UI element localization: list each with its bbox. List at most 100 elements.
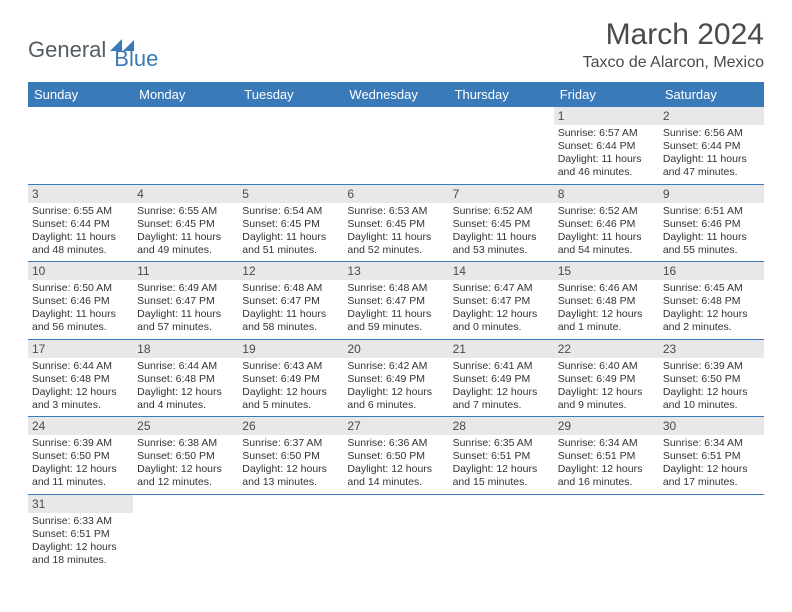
title-block: March 2024 Taxco de Alarcon, Mexico <box>583 18 764 72</box>
sunset-text: Sunset: 6:51 PM <box>453 450 550 463</box>
daylight-text: Daylight: 12 hours and 15 minutes. <box>453 463 550 489</box>
calendar-cell <box>343 107 448 184</box>
sunrise-text: Sunrise: 6:44 AM <box>137 360 234 373</box>
calendar-cell: 16 Sunrise: 6:45 AMSunset: 6:48 PMDayligh… <box>659 262 764 340</box>
day-info: Sunrise: 6:51 AMSunset: 6:46 PMDaylight:… <box>663 205 760 258</box>
calendar-cell <box>449 494 554 571</box>
daylight-text: Daylight: 12 hours and 3 minutes. <box>32 386 129 412</box>
day-info: Sunrise: 6:34 AMSunset: 6:51 PMDaylight:… <box>663 437 760 490</box>
calendar-cell: 5Sunrise: 6:54 AMSunset: 6:45 PMDaylight… <box>238 184 343 262</box>
sunset-text: Sunset: 6:51 PM <box>32 528 129 541</box>
calendar-cell: 2Sunrise: 6:56 AMSunset: 6:44 PMDaylight… <box>659 107 764 184</box>
calendar-cell: 22 Sunrise: 6:40 AMSunset: 6:49 PMDayligh… <box>554 339 659 417</box>
day-cell: 8Sunrise: 6:52 AMSunset: 6:46 PMDaylight… <box>554 185 659 262</box>
day-number: 29 <box>554 417 659 435</box>
day-number: 12 <box>238 262 343 280</box>
day-cell: 12Sunrise: 6:48 AMSunset: 6:47 PMDayligh… <box>238 262 343 339</box>
calendar-cell: 21Sunrise: 6:41 AMSunset: 6:49 PMDayligh… <box>449 339 554 417</box>
daylight-text: Daylight: 12 hours and 6 minutes. <box>347 386 444 412</box>
day-info: Sunrise: 6:43 AMSunset: 6:49 PMDaylight:… <box>242 360 339 413</box>
day-cell: 5Sunrise: 6:54 AMSunset: 6:45 PMDaylight… <box>238 185 343 262</box>
calendar-row: 31Sunrise: 6:33 AMSunset: 6:51 PMDayligh… <box>28 494 764 571</box>
sunset-text: Sunset: 6:44 PM <box>32 218 129 231</box>
daylight-text: Daylight: 12 hours and 1 minute. <box>558 308 655 334</box>
daylight-text: Daylight: 11 hours and 49 minutes. <box>137 231 234 257</box>
sunset-text: Sunset: 6:50 PM <box>242 450 339 463</box>
sunset-text: Sunset: 6:46 PM <box>663 218 760 231</box>
empty-cell <box>133 495 238 567</box>
sunrise-text: Sunrise: 6:39 AM <box>663 360 760 373</box>
sunset-text: Sunset: 6:49 PM <box>558 373 655 386</box>
weekday-header-row: Sunday Monday Tuesday Wednesday Thursday… <box>28 82 764 107</box>
daylight-text: Daylight: 12 hours and 0 minutes. <box>453 308 550 334</box>
day-number: 17 <box>28 340 133 358</box>
sunset-text: Sunset: 6:47 PM <box>137 295 234 308</box>
day-number: 13 <box>343 262 448 280</box>
day-number: 21 <box>449 340 554 358</box>
calendar-cell: 29Sunrise: 6:34 AMSunset: 6:51 PMDayligh… <box>554 417 659 495</box>
empty-cell <box>28 107 133 179</box>
calendar-row: 24 Sunrise: 6:39 AMSunset: 6:50 PMDayligh… <box>28 417 764 495</box>
calendar-row: 1Sunrise: 6:57 AMSunset: 6:44 PMDaylight… <box>28 107 764 184</box>
sunset-text: Sunset: 6:49 PM <box>347 373 444 386</box>
calendar-cell: 18Sunrise: 6:44 AMSunset: 6:48 PMDayligh… <box>133 339 238 417</box>
sunrise-text: Sunrise: 6:56 AM <box>663 127 760 140</box>
calendar-cell: 31Sunrise: 6:33 AMSunset: 6:51 PMDayligh… <box>28 494 133 571</box>
calendar-cell <box>28 107 133 184</box>
sunrise-text: Sunrise: 6:52 AM <box>558 205 655 218</box>
day-info: Sunrise: 6:46 AMSunset: 6:48 PMDaylight:… <box>558 282 655 335</box>
day-number: 26 <box>238 417 343 435</box>
logo: General Blue <box>28 28 158 72</box>
day-number: 15 <box>554 262 659 280</box>
calendar-cell <box>133 494 238 571</box>
daylight-text: Daylight: 12 hours and 14 minutes. <box>347 463 444 489</box>
month-title: March 2024 <box>583 18 764 52</box>
empty-cell <box>449 495 554 567</box>
sunset-text: Sunset: 6:49 PM <box>453 373 550 386</box>
daylight-text: Daylight: 12 hours and 11 minutes. <box>32 463 129 489</box>
day-info: Sunrise: 6:33 AMSunset: 6:51 PMDaylight:… <box>32 515 129 568</box>
daylight-text: Daylight: 12 hours and 18 minutes. <box>32 541 129 567</box>
sunset-text: Sunset: 6:47 PM <box>242 295 339 308</box>
day-info: Sunrise: 6:40 AMSunset: 6:49 PMDaylight:… <box>558 360 655 413</box>
calendar-row: 3Sunrise: 6:55 AMSunset: 6:44 PMDaylight… <box>28 184 764 262</box>
sunset-text: Sunset: 6:46 PM <box>32 295 129 308</box>
day-info: Sunrise: 6:39 AMSunset: 6:50 PMDaylight:… <box>32 437 129 490</box>
day-number: 22 <box>554 340 659 358</box>
day-cell: 11Sunrise: 6:49 AMSunset: 6:47 PMDayligh… <box>133 262 238 339</box>
calendar-cell: 8Sunrise: 6:52 AMSunset: 6:46 PMDaylight… <box>554 184 659 262</box>
daylight-text: Daylight: 11 hours and 59 minutes. <box>347 308 444 334</box>
daylight-text: Daylight: 12 hours and 7 minutes. <box>453 386 550 412</box>
weekday-header: Thursday <box>449 82 554 107</box>
day-info: Sunrise: 6:52 AMSunset: 6:45 PMDaylight:… <box>453 205 550 258</box>
sunrise-text: Sunrise: 6:52 AM <box>453 205 550 218</box>
day-info: Sunrise: 6:52 AMSunset: 6:46 PMDaylight:… <box>558 205 655 258</box>
sunset-text: Sunset: 6:48 PM <box>137 373 234 386</box>
day-info: Sunrise: 6:54 AMSunset: 6:45 PMDaylight:… <box>242 205 339 258</box>
sunset-text: Sunset: 6:50 PM <box>137 450 234 463</box>
sunrise-text: Sunrise: 6:36 AM <box>347 437 444 450</box>
calendar-cell <box>554 494 659 571</box>
sunrise-text: Sunrise: 6:34 AM <box>663 437 760 450</box>
day-number: 24 <box>28 417 133 435</box>
sunset-text: Sunset: 6:48 PM <box>558 295 655 308</box>
day-number: 16 <box>659 262 764 280</box>
sunset-text: Sunset: 6:48 PM <box>663 295 760 308</box>
logo-text-blue: Blue <box>114 46 158 72</box>
day-info: Sunrise: 6:45 AMSunset: 6:48 PMDaylight:… <box>663 282 760 335</box>
daylight-text: Daylight: 12 hours and 13 minutes. <box>242 463 339 489</box>
day-info: Sunrise: 6:55 AMSunset: 6:44 PMDaylight:… <box>32 205 129 258</box>
day-number: 6 <box>343 185 448 203</box>
sunrise-text: Sunrise: 6:38 AM <box>137 437 234 450</box>
weekday-header: Sunday <box>28 82 133 107</box>
calendar-cell <box>343 494 448 571</box>
day-info: Sunrise: 6:56 AMSunset: 6:44 PMDaylight:… <box>663 127 760 180</box>
weekday-header: Friday <box>554 82 659 107</box>
daylight-text: Daylight: 11 hours and 56 minutes. <box>32 308 129 334</box>
sunrise-text: Sunrise: 6:45 AM <box>663 282 760 295</box>
sunrise-text: Sunrise: 6:51 AM <box>663 205 760 218</box>
day-cell: 27Sunrise: 6:36 AMSunset: 6:50 PMDayligh… <box>343 417 448 494</box>
calendar-cell: 25Sunrise: 6:38 AMSunset: 6:50 PMDayligh… <box>133 417 238 495</box>
sunrise-text: Sunrise: 6:48 AM <box>347 282 444 295</box>
calendar-cell: 6Sunrise: 6:53 AMSunset: 6:45 PMDaylight… <box>343 184 448 262</box>
